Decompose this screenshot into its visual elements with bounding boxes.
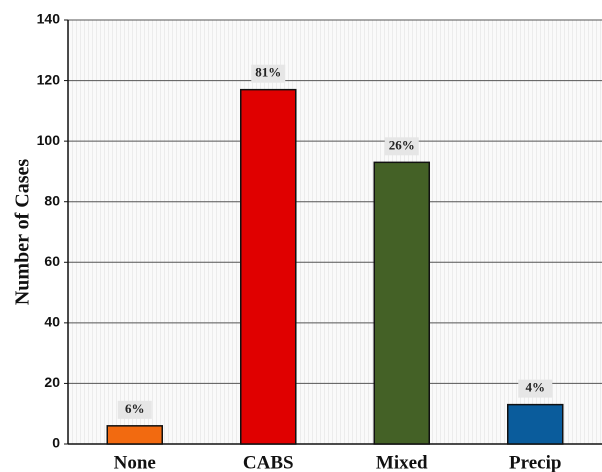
y-tick-label: 80 <box>44 192 60 208</box>
bar <box>373 161 430 445</box>
y-tick-label: 140 <box>37 11 61 27</box>
annotation-box <box>384 137 419 156</box>
bar-annotation: 81% <box>255 65 281 80</box>
y-tick-label: 100 <box>37 132 61 148</box>
y-axis-label: Number of Cases <box>12 159 34 306</box>
bar-annotation: 6% <box>125 401 145 416</box>
bar-annotation: 26% <box>389 137 415 152</box>
x-tick-label: None <box>114 452 156 472</box>
y-tick-label: 40 <box>44 314 60 330</box>
x-tick-label: Mixed <box>376 452 428 472</box>
bar <box>507 403 564 445</box>
y-tick-label: 120 <box>37 71 61 87</box>
annotation-box <box>518 379 553 398</box>
plot-background <box>68 20 602 444</box>
x-tick-label: Precip <box>509 452 561 472</box>
y-tick-label: 20 <box>44 374 60 390</box>
y-tick-label: 0 <box>52 435 60 451</box>
x-tick-label: CABS <box>243 452 294 472</box>
bar <box>240 88 297 445</box>
bar <box>106 425 163 445</box>
y-tick-label: 60 <box>44 253 60 269</box>
annotation-box <box>251 64 286 83</box>
bar-annotation: 4% <box>526 380 546 395</box>
annotation-box <box>117 400 152 419</box>
